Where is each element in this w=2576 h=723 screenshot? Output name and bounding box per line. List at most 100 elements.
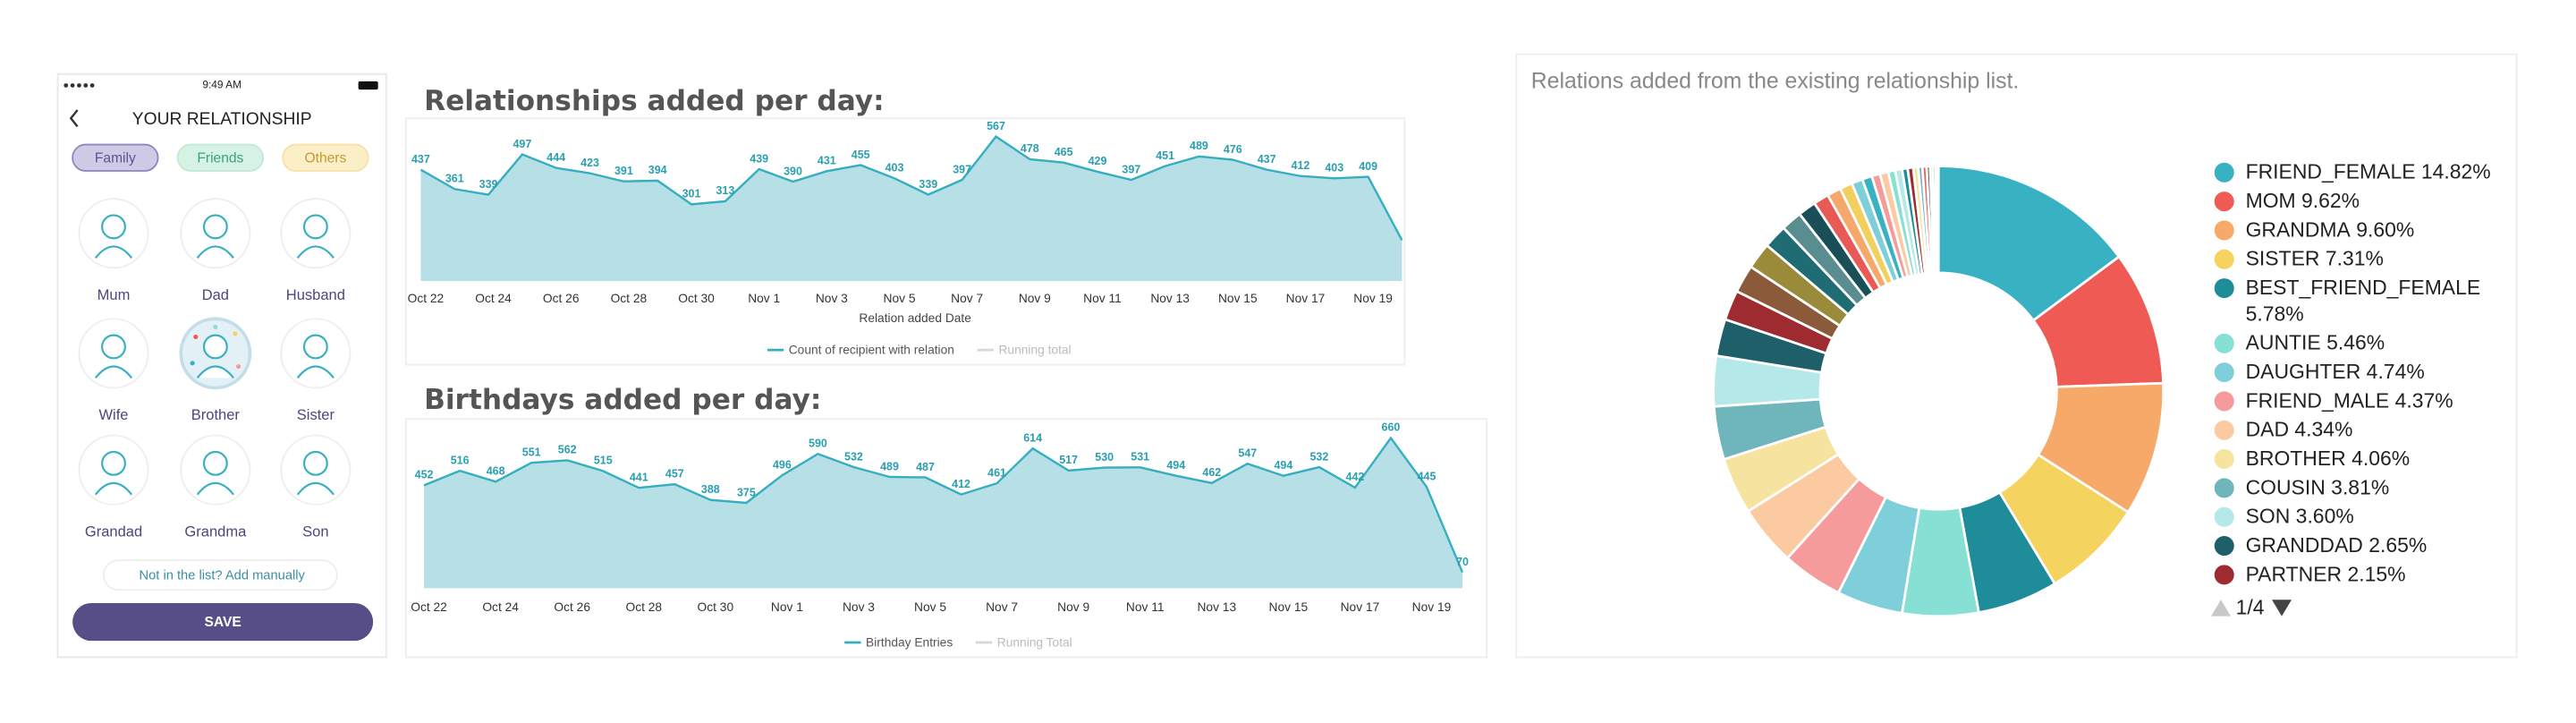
data-label: 403 [1325, 162, 1343, 174]
tab[interactable]: Friends [176, 143, 265, 172]
legend-item[interactable]: COUSIN 3.81% [2214, 475, 2390, 498]
data-label: 489 [1190, 140, 1208, 152]
legend-item[interactable]: Running Total [975, 636, 1072, 650]
data-label: 313 [716, 184, 734, 197]
legend-label: PARTNER 2.15% [2246, 562, 2406, 585]
x-tick-label: Nov 1 [748, 292, 780, 305]
avatar-body [94, 365, 133, 379]
x-tick-label: Oct 22 [411, 600, 447, 614]
legend-name: GRANDMA [2246, 217, 2351, 241]
x-tick-label: Nov 15 [1218, 292, 1258, 305]
data-label: 452 [415, 469, 434, 481]
avatar-head [302, 334, 328, 360]
legend-name: MOM [2246, 189, 2296, 212]
x-tick-label: Oct 26 [543, 292, 580, 305]
legend-swatch [2214, 449, 2234, 470]
relation-tile[interactable]: Son [280, 434, 352, 540]
legend-item[interactable]: FRIEND_FEMALE 14.82% [2214, 160, 2491, 183]
save-button[interactable]: SAVE [72, 602, 374, 642]
relation-tile[interactable]: Sister [280, 318, 352, 423]
legend-item[interactable]: PARTNER 2.15% [2214, 562, 2406, 585]
data-label: 361 [445, 173, 464, 185]
tile-label: Grandma [184, 523, 247, 540]
relation-tile[interactable]: Brother [179, 317, 252, 423]
save-label: SAVE [204, 615, 241, 630]
legend-item[interactable]: BEST_FRIEND_FEMALE 5.78% [2214, 276, 2487, 325]
data-label: 465 [1055, 146, 1073, 158]
legend-page-up[interactable] [2211, 600, 2232, 617]
x-tick-label: Nov 7 [986, 600, 1018, 614]
x-tick-label: Nov 13 [1150, 292, 1190, 305]
tile-label: Dad [202, 286, 229, 303]
x-tick-label: Nov 9 [1057, 600, 1089, 614]
data-label: 496 [773, 458, 792, 471]
data-label: 660 [1382, 421, 1401, 434]
legend-item[interactable]: FRIEND_MALE 4.37% [2214, 388, 2453, 412]
data-label: 451 [1156, 149, 1174, 162]
data-label: 339 [479, 178, 498, 191]
legend-page-down[interactable] [2271, 600, 2292, 617]
avatar-body [296, 365, 335, 379]
data-label: 476 [1224, 143, 1242, 156]
legend-item[interactable]: BROTHER 4.06% [2214, 447, 2410, 470]
legend-item[interactable]: Running total [977, 344, 1072, 357]
data-label: 532 [1309, 450, 1328, 463]
legend-value: 7.31% [2326, 247, 2384, 270]
x-tick-label: Nov 17 [1286, 292, 1326, 305]
legend-value: 9.60% [2356, 217, 2414, 241]
data-label: 517 [1059, 454, 1078, 466]
x-tick-label: Nov 11 [1126, 600, 1165, 614]
x-tick-label: Nov 5 [884, 292, 916, 305]
legend-label: Count of recipient with relation [789, 344, 954, 357]
relation-tile[interactable]: Mum [78, 198, 149, 303]
add-manually[interactable]: Not in the list? Add manually [103, 559, 338, 591]
legend-swatch [2214, 191, 2234, 212]
x-tick-label: Oct 28 [625, 600, 662, 614]
relation-tile[interactable]: Husband [280, 198, 352, 303]
x-tick-label: Oct 22 [408, 292, 445, 305]
avatar-body [296, 245, 335, 259]
legend-item[interactable]: SISTER 7.31% [2214, 247, 2384, 270]
relation-tile[interactable]: Dad [180, 198, 251, 303]
data-label: 497 [513, 138, 531, 150]
x-tick-label: Oct 30 [678, 292, 715, 305]
relation-tile[interactable]: Grandma [180, 434, 251, 540]
legend-item[interactable]: GRANDDAD 2.65% [2214, 533, 2428, 557]
relation-tile[interactable]: Wife [78, 318, 149, 423]
legend-item[interactable]: DAUGHTER 4.74% [2214, 360, 2425, 383]
status-dot [70, 83, 75, 88]
relation-tile[interactable]: Grandad [78, 434, 149, 540]
x-tick-label: Nov 19 [1353, 292, 1393, 305]
data-label: 551 [522, 446, 541, 458]
legend-item[interactable]: Count of recipient with relation [767, 344, 954, 357]
legend-label: SISTER 7.31% [2246, 247, 2384, 270]
legend-value: 3.81% [2331, 475, 2389, 498]
legend-value: 2.65% [2368, 533, 2427, 557]
legend-swatch [2214, 162, 2234, 183]
legend-item[interactable]: SON 3.60% [2214, 505, 2354, 528]
legend-item[interactable]: MOM 9.62% [2214, 189, 2360, 212]
confetti [233, 331, 238, 336]
tab[interactable]: Others [282, 143, 369, 172]
pie-slice[interactable] [1936, 165, 2121, 323]
battery [358, 81, 378, 90]
avatar-body [94, 245, 133, 259]
legend-value: 4.74% [2367, 360, 2425, 383]
legend-swatch [2214, 506, 2234, 527]
pie-slice[interactable] [1936, 165, 1940, 275]
legend-swatch [2214, 333, 2234, 353]
data-label: 444 [547, 151, 565, 164]
legend-label: MOM 9.62% [2246, 189, 2360, 212]
data-label: 390 [784, 165, 802, 177]
legend-item[interactable]: DAD 4.34% [2214, 418, 2353, 441]
legend-name: AUNTIE [2246, 331, 2321, 354]
legend-item[interactable]: Birthday Entries [844, 636, 953, 650]
x-tick-label: Nov 3 [843, 600, 875, 614]
tab[interactable]: Family [72, 143, 159, 172]
legend-label: FRIEND_FEMALE 14.82% [2246, 160, 2491, 183]
legend-item[interactable]: GRANDMA 9.60% [2214, 217, 2415, 241]
legend-item[interactable]: AUNTIE 5.46% [2214, 331, 2385, 354]
area-fill [424, 438, 1463, 589]
back-button[interactable] [69, 109, 79, 128]
x-tick-label: Nov 19 [1412, 600, 1452, 614]
